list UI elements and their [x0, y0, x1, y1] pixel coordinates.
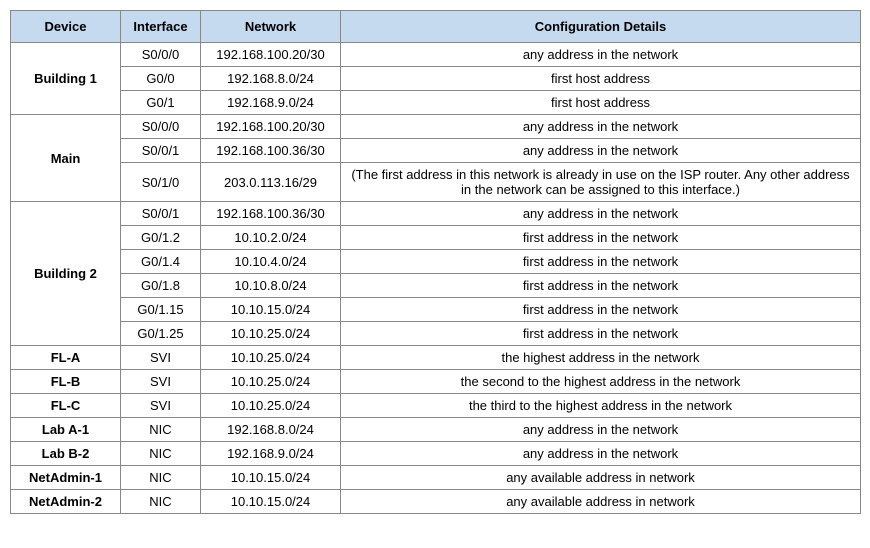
addressing-table: Device Interface Network Configuration D… [10, 10, 861, 514]
config-cell: first address in the network [341, 226, 861, 250]
config-cell: first address in the network [341, 274, 861, 298]
network-cell: 192.168.100.36/30 [201, 202, 341, 226]
interface-cell: G0/1 [121, 91, 201, 115]
config-cell: the third to the highest address in the … [341, 394, 861, 418]
interface-cell: S0/0/1 [121, 202, 201, 226]
device-cell: FL-B [11, 370, 121, 394]
network-cell: 192.168.9.0/24 [201, 442, 341, 466]
table-row: FL-ASVI10.10.25.0/24the highest address … [11, 346, 861, 370]
config-cell: any address in the network [341, 442, 861, 466]
device-cell: Lab A-1 [11, 418, 121, 442]
interface-cell: S0/0/1 [121, 139, 201, 163]
table-row: G0/1.410.10.4.0/24first address in the n… [11, 250, 861, 274]
interface-cell: S0/0/0 [121, 43, 201, 67]
network-cell: 10.10.8.0/24 [201, 274, 341, 298]
interface-cell: S0/1/0 [121, 163, 201, 202]
interface-cell: SVI [121, 370, 201, 394]
table-row: Lab B-2NIC192.168.9.0/24any address in t… [11, 442, 861, 466]
table-row: G0/1.210.10.2.0/24first address in the n… [11, 226, 861, 250]
table-body: Building 1S0/0/0192.168.100.20/30any add… [11, 43, 861, 514]
device-cell: NetAdmin-2 [11, 490, 121, 514]
device-cell: Building 2 [11, 202, 121, 346]
table-row: Building 1S0/0/0192.168.100.20/30any add… [11, 43, 861, 67]
config-cell: first address in the network [341, 250, 861, 274]
interface-cell: G0/1.15 [121, 298, 201, 322]
network-cell: 10.10.4.0/24 [201, 250, 341, 274]
table-row: FL-BSVI10.10.25.0/24the second to the hi… [11, 370, 861, 394]
network-cell: 10.10.25.0/24 [201, 322, 341, 346]
config-cell: first address in the network [341, 298, 861, 322]
device-cell: FL-C [11, 394, 121, 418]
config-cell: the highest address in the network [341, 346, 861, 370]
interface-cell: NIC [121, 490, 201, 514]
table-row: MainS0/0/0192.168.100.20/30any address i… [11, 115, 861, 139]
device-cell: Building 1 [11, 43, 121, 115]
network-cell: 192.168.100.20/30 [201, 115, 341, 139]
network-cell: 10.10.15.0/24 [201, 466, 341, 490]
table-row: S0/0/1192.168.100.36/30any address in th… [11, 139, 861, 163]
network-cell: 192.168.100.36/30 [201, 139, 341, 163]
device-cell: NetAdmin-1 [11, 466, 121, 490]
table-row: NetAdmin-2NIC10.10.15.0/24any available … [11, 490, 861, 514]
config-cell: any address in the network [341, 43, 861, 67]
header-row: Device Interface Network Configuration D… [11, 11, 861, 43]
config-cell: (The first address in this network is al… [341, 163, 861, 202]
device-cell: Lab B-2 [11, 442, 121, 466]
device-cell: FL-A [11, 346, 121, 370]
network-cell: 10.10.25.0/24 [201, 394, 341, 418]
interface-cell: G0/1.4 [121, 250, 201, 274]
config-cell: any address in the network [341, 139, 861, 163]
table-row: G0/0192.168.8.0/24first host address [11, 67, 861, 91]
network-cell: 192.168.9.0/24 [201, 91, 341, 115]
network-cell: 10.10.2.0/24 [201, 226, 341, 250]
config-cell: first host address [341, 67, 861, 91]
network-cell: 192.168.100.20/30 [201, 43, 341, 67]
col-interface: Interface [121, 11, 201, 43]
table-row: S0/1/0203.0.113.16/29(The first address … [11, 163, 861, 202]
col-config: Configuration Details [341, 11, 861, 43]
network-cell: 10.10.25.0/24 [201, 370, 341, 394]
table-row: G0/1.2510.10.25.0/24first address in the… [11, 322, 861, 346]
config-cell: any address in the network [341, 202, 861, 226]
network-cell: 192.168.8.0/24 [201, 67, 341, 91]
interface-cell: SVI [121, 394, 201, 418]
table-row: Lab A-1NIC192.168.8.0/24any address in t… [11, 418, 861, 442]
table-row: G0/1.810.10.8.0/24first address in the n… [11, 274, 861, 298]
table-row: G0/1.1510.10.15.0/24first address in the… [11, 298, 861, 322]
network-cell: 192.168.8.0/24 [201, 418, 341, 442]
config-cell: any address in the network [341, 115, 861, 139]
interface-cell: NIC [121, 466, 201, 490]
table-row: G0/1192.168.9.0/24first host address [11, 91, 861, 115]
interface-cell: G0/1.8 [121, 274, 201, 298]
device-cell: Main [11, 115, 121, 202]
table-row: Building 2S0/0/1192.168.100.36/30any add… [11, 202, 861, 226]
config-cell: first host address [341, 91, 861, 115]
interface-cell: G0/0 [121, 67, 201, 91]
network-cell: 10.10.15.0/24 [201, 298, 341, 322]
table-row: FL-CSVI10.10.25.0/24the third to the hig… [11, 394, 861, 418]
config-cell: the second to the highest address in the… [341, 370, 861, 394]
network-cell: 203.0.113.16/29 [201, 163, 341, 202]
network-cell: 10.10.25.0/24 [201, 346, 341, 370]
col-device: Device [11, 11, 121, 43]
interface-cell: SVI [121, 346, 201, 370]
config-cell: first address in the network [341, 322, 861, 346]
config-cell: any available address in network [341, 466, 861, 490]
network-cell: 10.10.15.0/24 [201, 490, 341, 514]
interface-cell: G0/1.25 [121, 322, 201, 346]
config-cell: any address in the network [341, 418, 861, 442]
interface-cell: NIC [121, 418, 201, 442]
config-cell: any available address in network [341, 490, 861, 514]
table-row: NetAdmin-1NIC10.10.15.0/24any available … [11, 466, 861, 490]
col-network: Network [201, 11, 341, 43]
interface-cell: S0/0/0 [121, 115, 201, 139]
interface-cell: G0/1.2 [121, 226, 201, 250]
interface-cell: NIC [121, 442, 201, 466]
